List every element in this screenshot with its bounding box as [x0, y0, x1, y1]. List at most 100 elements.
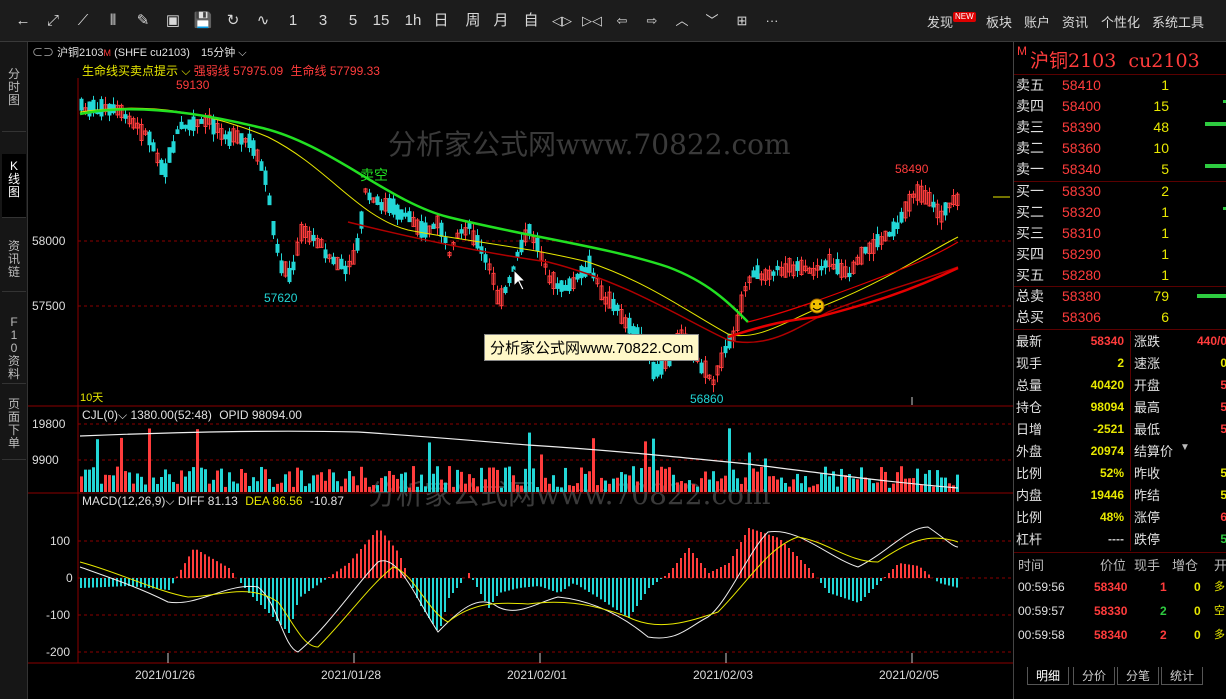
candle-body — [467, 223, 472, 229]
period-1-button[interactable]: 1 — [288, 12, 298, 29]
bid-row[interactable]: 买五 58280 1 — [1014, 265, 1226, 286]
macd-bar — [532, 578, 534, 587]
volume-title[interactable]: CJL(0) — [82, 408, 119, 422]
refresh-icon[interactable]: ↻ — [226, 12, 240, 29]
volume-bar — [692, 484, 695, 492]
expand-icon[interactable]: ⤢ — [46, 12, 59, 29]
tab-timeshare[interactable]: 分时图 — [2, 62, 26, 132]
tab-stats[interactable]: 统计 — [1161, 667, 1203, 685]
link-icon[interactable]: ⊂⊃ — [32, 47, 58, 59]
macd-dropdown-icon[interactable]: ⌵ — [165, 494, 178, 508]
stat-label: 结算价 — [1134, 444, 1174, 459]
volume-bar — [536, 487, 539, 492]
candle-body — [235, 130, 240, 144]
trend-icon[interactable]: ∿ — [256, 12, 270, 29]
macd-bar — [92, 578, 94, 588]
macd-bar — [588, 578, 590, 592]
tab-order[interactable]: 页面下单 — [2, 392, 26, 460]
shrink-icon[interactable]: ◁▷ — [552, 13, 572, 28]
macd-bar — [876, 578, 878, 585]
volume-bar — [188, 471, 191, 492]
settle-dropdown-icon[interactable]: ▼ — [1180, 442, 1190, 453]
candle-body — [927, 192, 932, 207]
period-selector[interactable]: 15分钟 — [200, 47, 236, 59]
zoom-icon[interactable]: ▷◁ — [582, 13, 602, 28]
bid-volume: 1 — [1161, 204, 1169, 220]
period-6-button[interactable]: 日 — [433, 12, 449, 29]
stat-row: 开盘 5 — [1132, 375, 1226, 396]
right-arrow-icon[interactable]: ⇨ — [646, 13, 658, 28]
period-8-button[interactable]: 月 — [493, 12, 509, 29]
more-icon[interactable]: ··· — [765, 13, 779, 28]
menu-sector[interactable]: 板块 — [986, 15, 1013, 30]
period-4-button[interactable]: 15 — [372, 12, 390, 29]
macd-bar — [824, 578, 826, 588]
period-3-button[interactable]: 5 — [348, 12, 358, 29]
menu-discover[interactable]: 发现 — [927, 15, 954, 30]
candle-body — [803, 265, 808, 272]
book-divider-2 — [1014, 286, 1226, 287]
volume-bar — [400, 473, 403, 492]
tab-news-chain[interactable]: 资讯链 — [2, 234, 26, 292]
stat-value: 19446 — [1090, 488, 1124, 502]
volume-bar — [116, 466, 119, 492]
left-arrow-icon[interactable]: ⇦ — [616, 13, 628, 28]
period-2-button[interactable]: 3 — [318, 12, 328, 29]
period-7-button[interactable]: 周 — [465, 12, 481, 29]
save-icon[interactable]: 💾 — [193, 12, 213, 29]
line-chart-icon[interactable]: ⟋ — [77, 12, 89, 29]
volume-header: CJL(0)⌵ 1380.00(52:48) OPID 98094.00 — [82, 408, 302, 423]
up-chevron-icon[interactable]: ︿ — [675, 13, 689, 28]
stat-label: 跌停 — [1134, 532, 1161, 547]
layout-icon[interactable]: ⊞ — [736, 13, 748, 28]
total-row[interactable]: 总买 58306 6 — [1014, 307, 1226, 328]
macd-title[interactable]: MACD(12,26,9) — [82, 494, 166, 508]
ask-row[interactable]: 卖五 58410 1 — [1014, 75, 1226, 96]
indicator-dropdown-icon[interactable]: ⌵ — [178, 64, 194, 78]
back-icon[interactable]: ← — [15, 12, 31, 29]
bid-row[interactable]: 买三 58310 1 — [1014, 223, 1226, 244]
total-row[interactable]: 总卖 58380 79 — [1014, 286, 1226, 307]
volume-bar — [924, 473, 927, 492]
tab-price-split[interactable]: 分价 — [1073, 667, 1115, 685]
period-dropdown-icon[interactable]: ⌵ — [235, 47, 247, 59]
stat-label: 现手 — [1016, 356, 1043, 371]
ask-row[interactable]: 卖二 58360 10 — [1014, 138, 1226, 159]
menu-personalize[interactable]: 个性化 — [1101, 15, 1141, 30]
volume-bar — [628, 475, 631, 492]
indicator-name[interactable]: 生命线买卖点提示 — [82, 64, 179, 78]
down-chevron-icon[interactable]: ﹀ — [705, 13, 719, 28]
kline-chart-svg[interactable]: 58000 57500 19800 9900 100 0 -100 -200 分析家公式网www… — [28, 42, 1013, 687]
bid-row[interactable]: 买二 58320 1 — [1014, 202, 1226, 223]
menu-account[interactable]: 账户 — [1024, 15, 1051, 30]
menu-news[interactable]: 资讯 — [1062, 15, 1089, 30]
candle-body — [615, 304, 620, 311]
macd-bar — [552, 578, 554, 591]
tick-row[interactable]: 00:59:56 58340 1 0 多 — [1014, 577, 1226, 598]
tab-detail[interactable]: 明细 — [1027, 667, 1069, 685]
bid-row[interactable]: 买四 58290 1 — [1014, 244, 1226, 265]
bid-row[interactable]: 买一 58330 2 — [1014, 181, 1226, 202]
menu-system-tools[interactable]: 系统工具 — [1152, 15, 1205, 30]
tab-kline[interactable]: K线图 — [2, 154, 26, 218]
volume-dropdown-icon[interactable]: ⌵ — [118, 408, 131, 422]
macd-bar — [724, 565, 726, 578]
volume-bar — [428, 442, 431, 492]
stat-value: 5 — [1220, 378, 1226, 392]
image-icon[interactable]: ▣ — [165, 12, 181, 29]
ask-volume: 1 — [1161, 77, 1169, 93]
candle-body — [291, 261, 296, 271]
volume-bar — [696, 486, 699, 492]
ask-row[interactable]: 卖四 58400 15 — [1014, 96, 1226, 117]
period-5-button[interactable]: 1h — [404, 12, 422, 29]
tick-row[interactable]: 00:59:57 58330 2 0 空 — [1014, 601, 1226, 622]
candle-icon[interactable]: ⫴ — [109, 12, 117, 29]
tab-f10[interactable]: F10资料 — [2, 310, 26, 384]
macd-bar — [320, 578, 322, 583]
draw-icon[interactable]: ✎ — [136, 12, 150, 29]
tab-tick[interactable]: 分笔 — [1117, 667, 1159, 685]
period-9-button[interactable]: 自 — [523, 12, 539, 29]
ask-row[interactable]: 卖三 58390 48 — [1014, 117, 1226, 138]
tick-row[interactable]: 00:59:58 58340 2 0 多 — [1014, 625, 1226, 646]
ask-row[interactable]: 卖一 58340 5 — [1014, 159, 1226, 180]
